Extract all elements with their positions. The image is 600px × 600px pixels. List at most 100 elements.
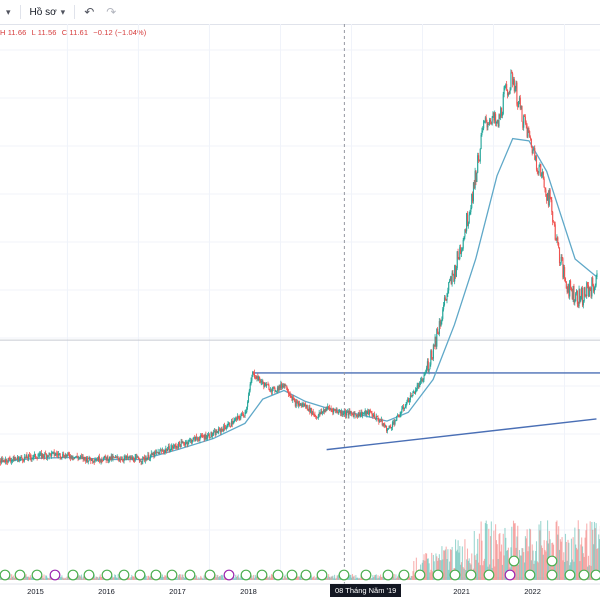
candle-body	[10, 460, 12, 462]
volume-bar	[113, 577, 115, 580]
volume-bar	[456, 549, 458, 580]
candle-body	[290, 396, 292, 397]
volume-bar	[518, 564, 520, 580]
candle-body	[464, 229, 466, 237]
candle-body	[443, 297, 446, 306]
candle-body	[505, 84, 507, 87]
volume-bar	[562, 560, 564, 580]
volume-bar	[441, 546, 443, 580]
dividend-badge-icon	[508, 555, 520, 567]
candle-body	[13, 456, 15, 462]
candle-body	[435, 336, 437, 347]
volume-bar	[579, 561, 581, 580]
candle-body	[30, 457, 32, 459]
candle-body	[572, 285, 574, 299]
candle-body	[478, 155, 480, 161]
candle-body	[80, 456, 83, 457]
candle-body	[592, 277, 594, 286]
candle-body	[154, 451, 156, 457]
candle-body	[11, 459, 14, 461]
candle-body	[591, 277, 593, 297]
volume-bar	[12, 575, 14, 580]
candle-body	[378, 419, 380, 422]
candle-body	[253, 372, 256, 377]
candle-body	[373, 414, 375, 417]
candle-body	[565, 281, 567, 289]
candle-body	[561, 257, 563, 259]
volume-bar	[429, 572, 431, 580]
candle-body	[254, 376, 256, 378]
interval-dropdown-chevron-icon[interactable]: ▾	[6, 6, 11, 17]
candle-body	[86, 457, 88, 462]
volume-bar	[349, 574, 351, 580]
candle-body	[56, 453, 58, 455]
dividend-badge-icon	[449, 569, 461, 581]
candle-body	[342, 414, 344, 415]
dividend-badge-icon	[134, 569, 146, 581]
candle-body	[483, 120, 485, 129]
volume-bar	[433, 561, 435, 580]
candle-body	[596, 273, 598, 277]
redo-icon[interactable]: ↷	[106, 5, 117, 19]
candle-body	[223, 425, 225, 431]
candle-body	[178, 442, 180, 448]
volume-bar	[535, 550, 537, 580]
candle-body	[587, 282, 589, 286]
candle-body	[224, 427, 227, 429]
candle-body	[455, 268, 457, 277]
candle-body	[576, 290, 578, 294]
volume-bar	[117, 574, 119, 580]
candle-body	[306, 405, 308, 410]
volume-bar	[479, 565, 481, 580]
candle-body	[120, 459, 123, 460]
candle-body	[594, 285, 596, 288]
candle-body	[403, 406, 405, 409]
candle-body	[390, 426, 392, 428]
candle-body	[1, 458, 3, 461]
candle-body	[466, 213, 468, 232]
chart-grid	[0, 24, 600, 580]
candle-body	[530, 138, 532, 147]
candle-body	[186, 441, 188, 445]
candle-body	[564, 278, 567, 282]
candle-body	[559, 262, 561, 264]
volume-bar	[221, 574, 223, 580]
candle-body	[176, 446, 178, 448]
profile-dropdown[interactable]: Hồ sơ ▾	[24, 0, 72, 24]
candle-body	[248, 390, 250, 396]
dividend-badge-icon	[414, 569, 426, 581]
volume-bar	[483, 558, 486, 580]
candle-body	[98, 456, 100, 462]
candle-body	[81, 456, 83, 458]
candle-body	[472, 193, 474, 202]
volume-bar	[93, 574, 95, 580]
volume-bar	[203, 575, 205, 580]
candle-body	[334, 409, 336, 410]
dividend-badge-icon	[300, 569, 312, 581]
candle-body	[529, 131, 531, 138]
volume-bar	[478, 533, 480, 580]
volume-bar	[236, 576, 238, 580]
candle-body	[578, 288, 580, 307]
volume-bar	[8, 577, 10, 580]
candle-body	[94, 460, 96, 462]
candle-body	[97, 456, 100, 461]
volume-bar	[200, 575, 202, 580]
candle-body	[137, 457, 139, 458]
undo-icon[interactable]: ↶	[84, 5, 95, 19]
candle-body	[457, 251, 459, 258]
candle-body	[130, 457, 132, 460]
volume-bar	[299, 576, 301, 580]
volume-bar	[355, 575, 357, 580]
volume-bar	[184, 576, 186, 580]
volume-bar	[336, 575, 338, 580]
profile-chevron-down-icon: ▾	[60, 6, 66, 17]
volume-bar	[536, 561, 538, 580]
candle-body	[2, 460, 4, 461]
candle-body	[550, 197, 552, 201]
candle-body	[19, 458, 21, 459]
candle-body	[440, 321, 442, 327]
candle-body	[575, 293, 577, 302]
volume-bar	[80, 576, 82, 580]
